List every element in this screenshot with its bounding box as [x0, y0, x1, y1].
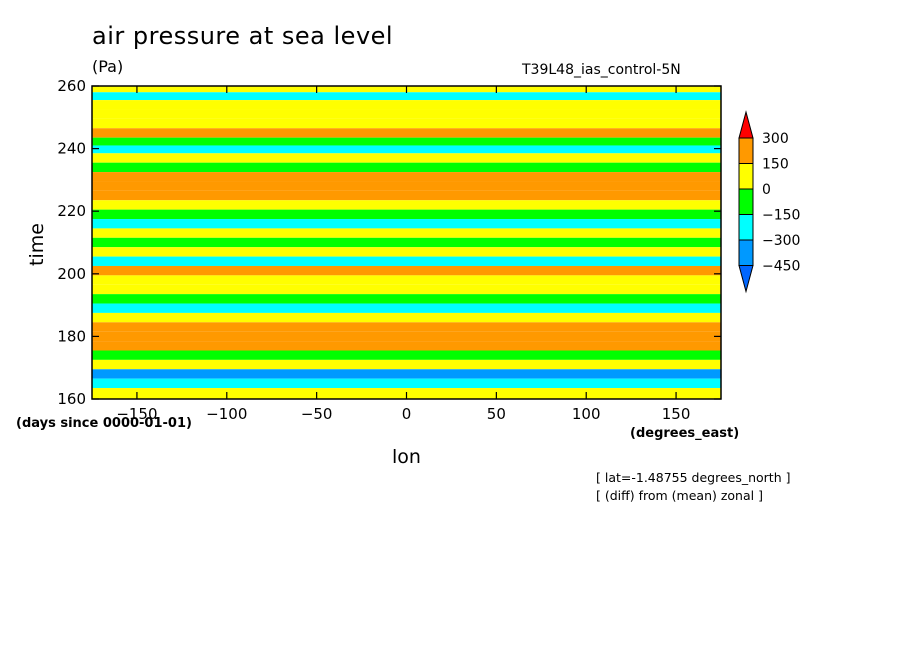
y-tick-label: 180 — [57, 327, 86, 345]
x-tick-label: −50 — [301, 405, 333, 423]
heatmap-band — [92, 137, 721, 146]
colorbar-label: 150 — [762, 157, 789, 173]
heatmap-band — [92, 190, 721, 201]
y-axis: 160 180 200 220 240 260 — [57, 77, 721, 408]
heatmap-band — [92, 284, 721, 295]
heatmap-band — [92, 128, 721, 138]
note-latitude: [ lat=-1.48755 degrees_north ] — [596, 470, 791, 485]
chart-title: air pressure at sea level — [92, 22, 394, 50]
y-axis-units: (days since 0000-01-01) — [16, 416, 192, 431]
colorbar-swatch — [738, 239, 754, 266]
x-axis: −150 −100 −50 0 50 100 150 — [116, 86, 690, 423]
heatmap-band — [92, 209, 721, 220]
heatmap-band — [92, 200, 721, 210]
note-operation: [ (diff) from (mean) zonal ] — [596, 488, 763, 503]
chart-units: (Pa) — [92, 57, 124, 76]
heatmap-band — [92, 322, 721, 332]
y-tick-label: 260 — [57, 77, 86, 95]
heatmap-band — [92, 219, 721, 229]
heatmap-band — [92, 378, 721, 389]
y-tick-label: 200 — [57, 265, 86, 283]
heatmap-band — [92, 247, 721, 257]
colorbar-label: 300 — [762, 131, 789, 147]
colorbar-swatch — [738, 137, 754, 164]
x-axis-units: (degrees_east) — [630, 426, 740, 441]
heatmap-band — [92, 172, 721, 182]
heatmap-band — [92, 100, 721, 110]
run-label: T39L48_ias_control-5N — [522, 62, 681, 78]
heatmap-band — [92, 331, 721, 342]
heatmap-band — [92, 294, 721, 304]
heatmap-band — [92, 118, 721, 129]
y-tick-label: 160 — [57, 390, 86, 408]
x-axis-label: lon — [392, 446, 421, 468]
heatmap-band — [92, 256, 721, 266]
colorbar-label: 0 — [762, 182, 771, 198]
heatmap-band — [92, 369, 721, 379]
colorbar-label: −450 — [762, 259, 800, 275]
colorbar-arrow-top — [738, 110, 754, 139]
colorbar-label: −150 — [762, 208, 800, 224]
x-tick-label: 0 — [402, 405, 412, 423]
heatmap-band — [92, 341, 721, 351]
heatmap-band — [92, 237, 721, 248]
heatmap-band — [92, 312, 721, 323]
heatmap-band — [92, 109, 721, 119]
x-tick-label: −150 — [116, 405, 157, 423]
colorbar-swatch — [738, 214, 754, 241]
heatmap-band — [92, 350, 721, 360]
heatmap-band — [92, 228, 721, 238]
colorbar-swatch — [738, 163, 754, 190]
heatmap-band — [92, 145, 721, 154]
heatmap-band — [92, 303, 721, 313]
heatmap-band — [92, 265, 721, 276]
y-tick-label: 240 — [57, 140, 86, 158]
colorbar: 300 150 0 −150 −300 −450 — [738, 110, 800, 294]
x-tick-label: −100 — [206, 405, 247, 423]
x-tick-label: 100 — [572, 405, 601, 423]
x-tick-label: 150 — [662, 405, 691, 423]
colorbar-arrow-bottom — [738, 265, 754, 294]
y-tick-label: 220 — [57, 202, 86, 220]
x-tick-label: 50 — [487, 405, 506, 423]
heatmap-band — [92, 153, 721, 163]
heatmap-band — [92, 275, 721, 285]
heatmap-band — [92, 359, 721, 370]
heatmap-band — [92, 92, 721, 101]
heatmap-band — [92, 162, 721, 173]
colorbar-swatch — [738, 188, 754, 215]
colorbar-label: −300 — [762, 233, 800, 249]
heatmap-cells — [92, 86, 721, 399]
heatmap-band — [92, 181, 721, 191]
